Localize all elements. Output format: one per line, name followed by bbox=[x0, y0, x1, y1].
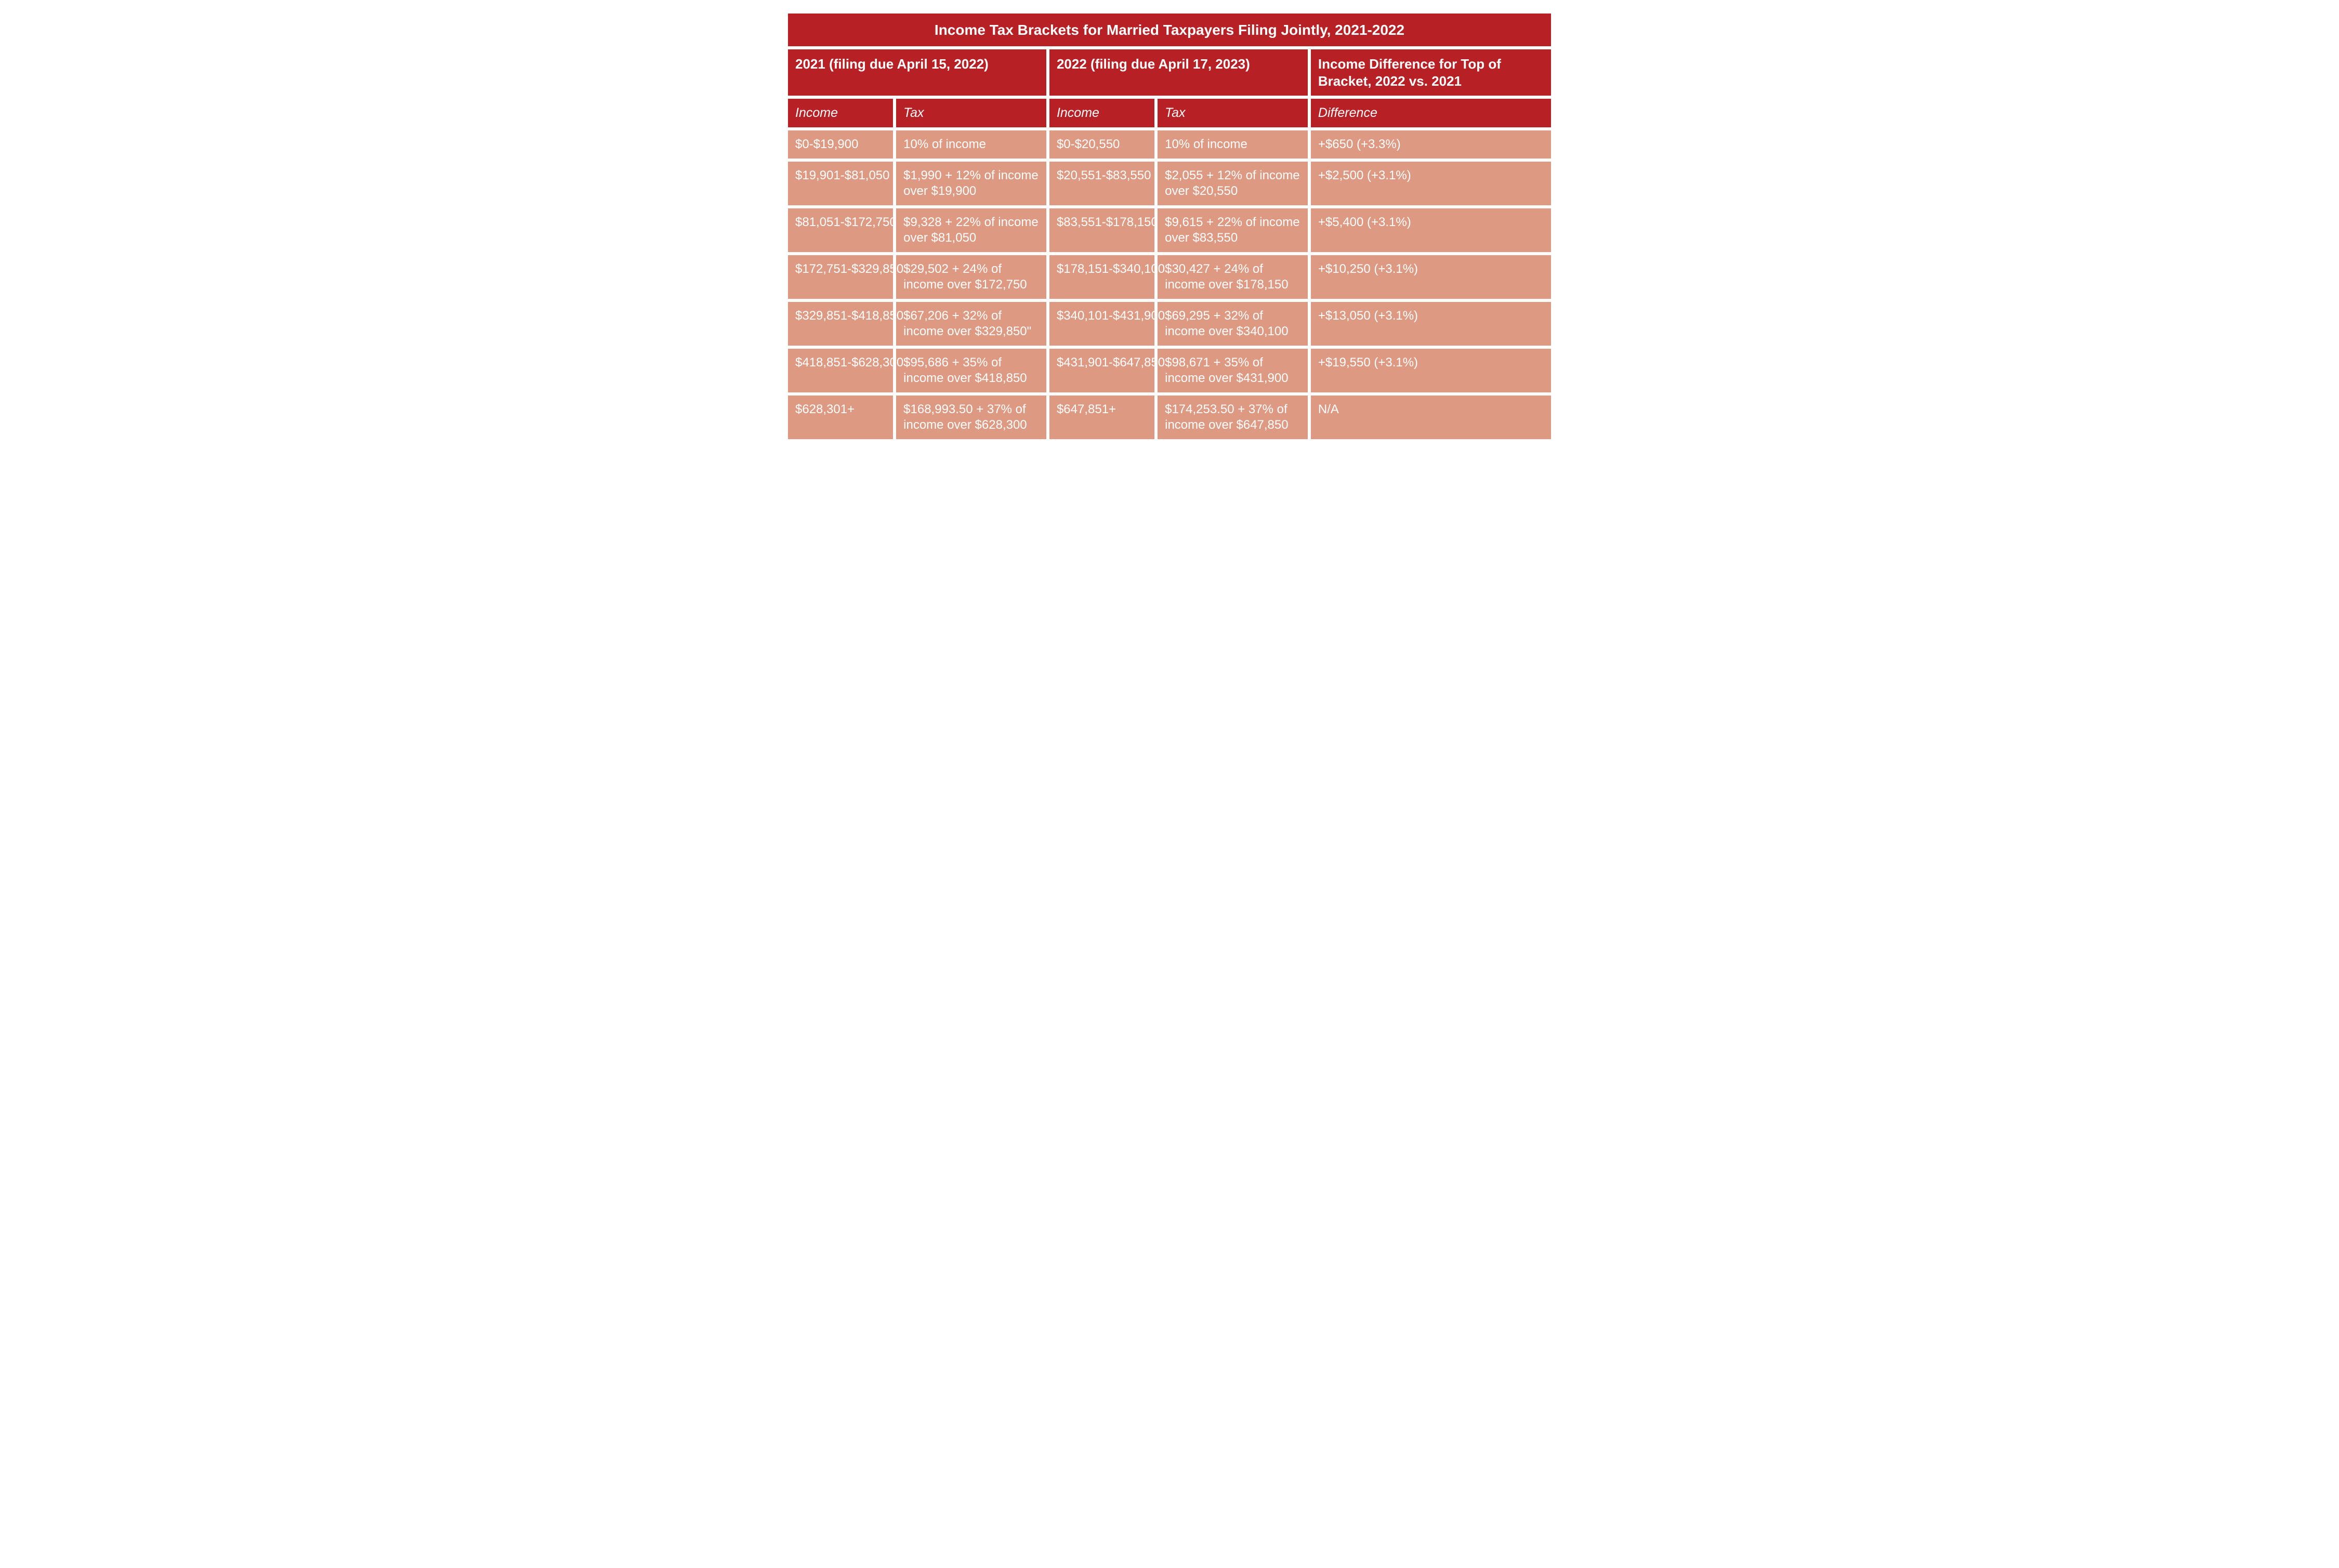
table-row: $19,901-$81,050$1,990 + 12% of income ov… bbox=[788, 162, 1551, 205]
cell-income22: $83,551-$178,150 bbox=[1049, 208, 1154, 252]
cell-diff: +$10,250 (+3.1%) bbox=[1311, 255, 1551, 299]
cell-income21: $0-$19,900 bbox=[788, 130, 893, 159]
table-title-row: Income Tax Brackets for Married Taxpayer… bbox=[788, 14, 1551, 46]
table-row: $81,051-$172,750$9,328 + 22% of income o… bbox=[788, 208, 1551, 252]
section-header-2021: 2021 (filing due April 15, 2022) bbox=[788, 49, 1046, 96]
cell-income22: $20,551-$83,550 bbox=[1049, 162, 1154, 205]
table-column-row: Income Tax Income Tax Difference bbox=[788, 99, 1551, 127]
cell-tax22: $9,615 + 22% of income over $83,550 bbox=[1158, 208, 1308, 252]
cell-income22: $431,901-$647,850 bbox=[1049, 349, 1154, 392]
cell-tax22: $30,427 + 24% of income over $178,150 bbox=[1158, 255, 1308, 299]
table-row: $172,751-$329,850$29,502 + 24% of income… bbox=[788, 255, 1551, 299]
cell-income21: $628,301+ bbox=[788, 396, 893, 439]
table-row: $329,851-$418,850$67,206 + 32% of income… bbox=[788, 302, 1551, 346]
cell-diff: +$5,400 (+3.1%) bbox=[1311, 208, 1551, 252]
col-header-diff: Difference bbox=[1311, 99, 1551, 127]
col-header-tax-2022: Tax bbox=[1158, 99, 1308, 127]
cell-income22: $0-$20,550 bbox=[1049, 130, 1154, 159]
table-row: $628,301+$168,993.50 + 37% of income ove… bbox=[788, 396, 1551, 439]
table-title: Income Tax Brackets for Married Taxpayer… bbox=[788, 14, 1551, 46]
cell-tax21: $168,993.50 + 37% of income over $628,30… bbox=[896, 396, 1046, 439]
cell-income22: $178,151-$340,100 bbox=[1049, 255, 1154, 299]
cell-tax22: $174,253.50 + 37% of income over $647,85… bbox=[1158, 396, 1308, 439]
tax-bracket-table-container: Income Tax Brackets for Married Taxpayer… bbox=[785, 10, 1554, 442]
cell-income21: $329,851-$418,850 bbox=[788, 302, 893, 346]
cell-tax21: $95,686 + 35% of income over $418,850 bbox=[896, 349, 1046, 392]
table-row: $418,851-$628,300$95,686 + 35% of income… bbox=[788, 349, 1551, 392]
table-row: $0-$19,90010% of income$0-$20,55010% of … bbox=[788, 130, 1551, 159]
cell-income21: $19,901-$81,050 bbox=[788, 162, 893, 205]
col-header-income-2021: Income bbox=[788, 99, 893, 127]
cell-tax22: $69,295 + 32% of income over $340,100 bbox=[1158, 302, 1308, 346]
cell-income21: $418,851-$628,300 bbox=[788, 349, 893, 392]
cell-diff: +$13,050 (+3.1%) bbox=[1311, 302, 1551, 346]
cell-diff: N/A bbox=[1311, 396, 1551, 439]
cell-tax22: 10% of income bbox=[1158, 130, 1308, 159]
table-body: $0-$19,90010% of income$0-$20,55010% of … bbox=[788, 130, 1551, 439]
cell-income21: $172,751-$329,850 bbox=[788, 255, 893, 299]
cell-income22: $647,851+ bbox=[1049, 396, 1154, 439]
section-header-2022: 2022 (filing due April 17, 2023) bbox=[1049, 49, 1308, 96]
cell-diff: +$650 (+3.3%) bbox=[1311, 130, 1551, 159]
cell-tax21: $9,328 + 22% of income over $81,050 bbox=[896, 208, 1046, 252]
cell-tax21: 10% of income bbox=[896, 130, 1046, 159]
col-header-income-2022: Income bbox=[1049, 99, 1154, 127]
tax-bracket-table: Income Tax Brackets for Married Taxpayer… bbox=[785, 10, 1554, 442]
cell-income22: $340,101-$431,900 bbox=[1049, 302, 1154, 346]
cell-diff: +$2,500 (+3.1%) bbox=[1311, 162, 1551, 205]
col-header-tax-2021: Tax bbox=[896, 99, 1046, 127]
table-section-row: 2021 (filing due April 15, 2022) 2022 (f… bbox=[788, 49, 1551, 96]
cell-tax21: $29,502 + 24% of income over $172,750 bbox=[896, 255, 1046, 299]
cell-tax21: $67,206 + 32% of income over $329,850" bbox=[896, 302, 1046, 346]
cell-tax22: $98,671 + 35% of income over $431,900 bbox=[1158, 349, 1308, 392]
section-header-diff: Income Difference for Top of Bracket, 20… bbox=[1311, 49, 1551, 96]
cell-diff: +$19,550 (+3.1%) bbox=[1311, 349, 1551, 392]
cell-tax21: $1,990 + 12% of income over $19,900 bbox=[896, 162, 1046, 205]
cell-tax22: $2,055 + 12% of income over $20,550 bbox=[1158, 162, 1308, 205]
cell-income21: $81,051-$172,750 bbox=[788, 208, 893, 252]
